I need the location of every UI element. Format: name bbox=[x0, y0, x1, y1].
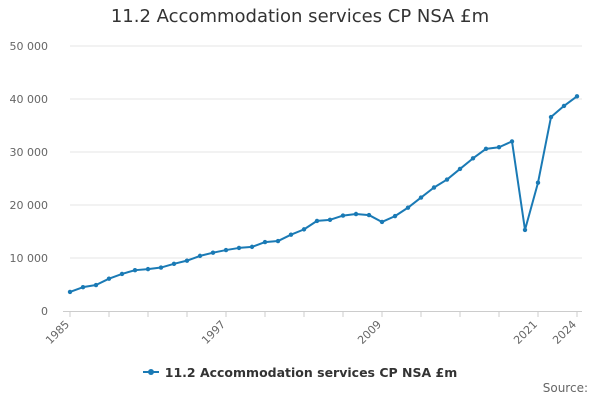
data-point[interactable] bbox=[405, 205, 411, 210]
x-tick-label: 2021 bbox=[511, 318, 540, 347]
data-point[interactable] bbox=[561, 103, 567, 109]
data-point[interactable] bbox=[132, 267, 138, 273]
data-point[interactable] bbox=[223, 247, 229, 253]
chart-title: 11.2 Accommodation services CP NSA £m bbox=[110, 6, 490, 27]
data-point[interactable] bbox=[496, 145, 502, 150]
data-point[interactable] bbox=[366, 212, 372, 218]
series-layer bbox=[67, 94, 580, 295]
x-tick-label: 1985 bbox=[43, 318, 72, 347]
data-point[interactable] bbox=[119, 271, 125, 277]
data-point[interactable] bbox=[457, 166, 463, 172]
data-point[interactable] bbox=[249, 244, 255, 250]
data-point[interactable] bbox=[431, 185, 437, 190]
data-point[interactable] bbox=[483, 146, 489, 152]
data-point[interactable] bbox=[392, 213, 398, 219]
legend-label: 11.2 Accommodation services CP NSA £m bbox=[164, 364, 458, 380]
data-point[interactable] bbox=[301, 227, 307, 232]
data-point[interactable] bbox=[418, 195, 424, 200]
y-tick-label: 50 000 bbox=[10, 40, 49, 53]
data-point[interactable] bbox=[470, 156, 476, 161]
data-point[interactable] bbox=[327, 217, 333, 223]
data-point[interactable] bbox=[548, 114, 554, 120]
data-point[interactable] bbox=[262, 239, 268, 245]
x-tick-label: 2024 bbox=[550, 318, 579, 347]
data-point[interactable] bbox=[574, 94, 580, 99]
data-point[interactable] bbox=[184, 258, 190, 263]
x-axis: 1985 1997 2009 2021 2024 bbox=[43, 311, 582, 347]
data-point[interactable] bbox=[353, 211, 359, 217]
y-axis: 0 10 000 20 000 30 000 40 000 50 000 bbox=[10, 40, 49, 318]
data-point[interactable] bbox=[288, 232, 294, 237]
data-point[interactable] bbox=[67, 289, 73, 295]
data-point[interactable] bbox=[340, 213, 346, 218]
data-point[interactable] bbox=[236, 245, 242, 251]
data-point[interactable] bbox=[210, 250, 216, 255]
data-point[interactable] bbox=[145, 266, 151, 272]
gridlines bbox=[70, 45, 582, 259]
data-point[interactable] bbox=[314, 218, 320, 224]
data-point[interactable] bbox=[379, 219, 385, 225]
y-tick-label: 20 000 bbox=[10, 199, 49, 212]
source-label: Source: bbox=[542, 381, 588, 395]
data-point[interactable] bbox=[93, 282, 99, 288]
data-point[interactable] bbox=[535, 180, 541, 185]
data-point[interactable] bbox=[80, 284, 86, 290]
y-tick-label: 30 000 bbox=[10, 146, 49, 159]
data-point[interactable] bbox=[158, 265, 164, 270]
data-point[interactable] bbox=[106, 276, 112, 281]
y-tick-label: 0 bbox=[41, 305, 48, 318]
data-point[interactable] bbox=[509, 139, 515, 144]
data-point[interactable] bbox=[275, 238, 281, 244]
legend-item[interactable]: 11.2 Accommodation services CP NSA £m bbox=[142, 364, 458, 380]
data-point[interactable] bbox=[522, 227, 528, 233]
series-line bbox=[69, 95, 578, 293]
data-point[interactable] bbox=[171, 261, 177, 267]
legend-swatch bbox=[142, 368, 159, 376]
data-point[interactable] bbox=[197, 253, 203, 259]
y-tick-label: 40 000 bbox=[10, 93, 49, 106]
x-tick-label: 2009 bbox=[355, 318, 384, 347]
legend: 11.2 Accommodation services CP NSA £m bbox=[0, 364, 600, 380]
x-tick-label: 1997 bbox=[199, 318, 228, 347]
data-point[interactable] bbox=[444, 177, 450, 182]
y-tick-label: 10 000 bbox=[10, 252, 49, 265]
